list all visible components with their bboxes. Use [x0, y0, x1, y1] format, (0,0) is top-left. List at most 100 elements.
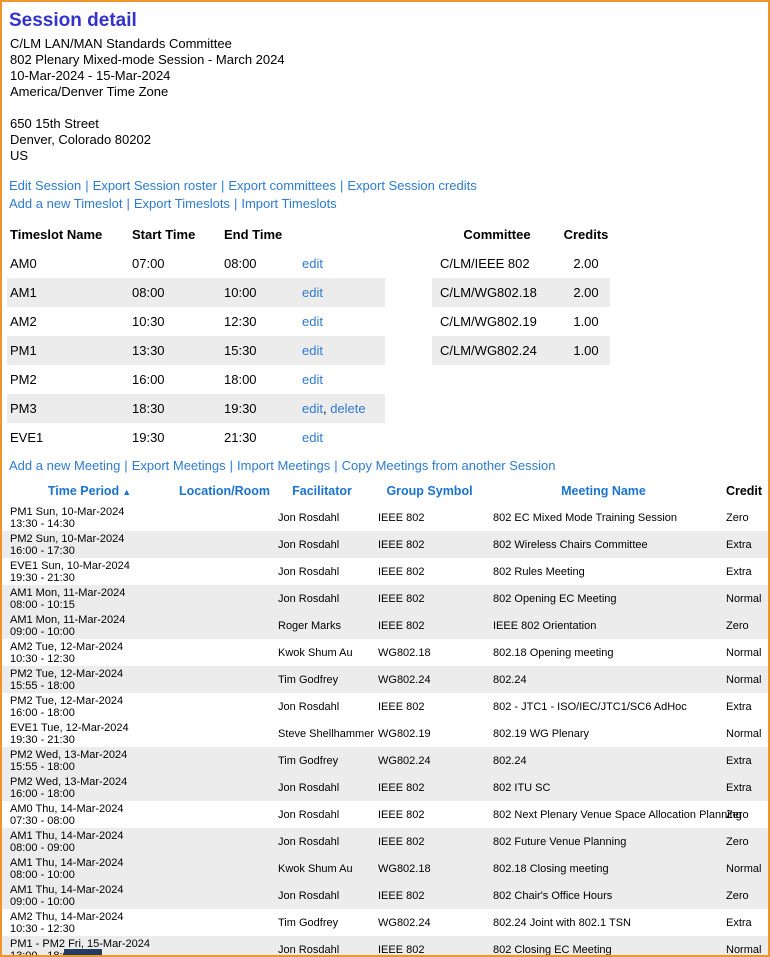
timeslot-actions: Add a new Timeslot | Export Timeslots | Impo…	[9, 195, 768, 213]
edit-timeslot-link[interactable]: edit	[302, 372, 323, 387]
facilitator-sort-header[interactable]: Facilitator	[292, 484, 352, 498]
edit-timeslot-link[interactable]: edit	[302, 343, 323, 358]
time-period-line1: AM1 Mon, 11-Mar-2024	[10, 613, 126, 626]
meeting-location-cell	[177, 585, 272, 612]
address-country-line: US	[10, 148, 29, 163]
meeting-time-period-cell: AM2 Tue, 12-Mar-2024 10:30 - 12:30	[2, 639, 177, 666]
committee-name-cell: C/LM/WG802.19	[440, 314, 537, 329]
meeting-location-cell	[177, 612, 272, 639]
time-period-sort-header[interactable]: Time Period ▲	[2, 478, 177, 504]
meeting-location-cell	[177, 801, 272, 828]
meeting-time-period-cell: AM0 Thu, 14-Mar-2024 07:30 - 08:00	[2, 801, 177, 828]
meeting-time-period-cell: AM1 Thu, 14-Mar-2024 09:00 - 10:00	[2, 882, 177, 909]
timeslot-actions-cell: edit	[299, 278, 385, 307]
import-timeslots-link[interactable]: Import Timeslots	[241, 196, 337, 211]
time-period-line1: EVE1 Sun, 10-Mar-2024	[10, 559, 130, 572]
add-timeslot-link[interactable]: Add a new Timeslot	[9, 196, 123, 211]
timeslot-row: PM2 16:00 18:00 edit	[7, 365, 385, 394]
group-symbol-sort-header[interactable]: Group Symbol	[386, 484, 473, 498]
location-room-sort-header[interactable]: Location/Room	[179, 484, 270, 498]
time-period-line1: AM2 Thu, 14-Mar-2024	[10, 910, 124, 923]
timeslot-name-cell: AM1	[10, 285, 37, 300]
meeting-time-period-cell: PM2 Wed, 13-Mar-2024 16:00 - 18:00	[2, 774, 177, 801]
meeting-row: AM1 Thu, 14-Mar-2024 08:00 - 10:00 Kwok …	[2, 855, 768, 882]
time-period-line2: 09:00 - 10:00	[10, 625, 75, 638]
time-period-line2: 10:30 - 12:30	[10, 652, 75, 665]
meeting-group-symbol-cell: WG802.24	[378, 754, 431, 767]
meeting-name-cell: 802 EC Mixed Mode Training Session	[493, 511, 678, 524]
committee-credits-cell: 2.00	[573, 285, 599, 300]
time-period-line1: PM2 Tue, 12-Mar-2024	[10, 694, 124, 707]
time-period-line1: AM1 Thu, 14-Mar-2024	[10, 856, 124, 869]
meeting-table: Time Period ▲ Location/Room Facilitator G…	[2, 478, 768, 956]
separator: |	[85, 178, 89, 193]
meeting-name-sort-header[interactable]: Meeting Name	[561, 484, 646, 498]
timeslot-end-cell: 18:00	[224, 372, 257, 387]
timeslot-end-cell: 19:30	[224, 401, 257, 416]
meeting-time-period-cell: AM1 Mon, 11-Mar-2024 08:00 - 10:15	[2, 585, 177, 612]
time-period-line1: PM1 Sun, 10-Mar-2024	[10, 505, 125, 518]
meeting-name-cell: 802 Next Plenary Venue Space Allocation …	[493, 808, 742, 821]
separator: |	[229, 458, 234, 473]
committee-row: C/LM/WG802.18 2.00	[432, 278, 610, 307]
meeting-time-period-cell: PM1 - PM2 Fri, 15-Mar-2024 13:00 - 18:00	[2, 936, 177, 956]
meeting-credit-cell: Normal	[726, 943, 762, 956]
time-period-line1: AM2 Tue, 12-Mar-2024	[10, 640, 124, 653]
meeting-credit-cell: Extra	[726, 916, 752, 929]
export-session-credits-link[interactable]: Export Session credits	[347, 178, 477, 193]
meeting-facilitator-cell: Jon Rosdahl	[278, 511, 340, 524]
separator: |	[339, 178, 344, 193]
meeting-group-symbol-cell: IEEE 802	[378, 943, 425, 956]
meeting-facilitator-cell: Steve Shellhammer	[278, 727, 374, 740]
add-meeting-link[interactable]: Add a new Meeting	[9, 458, 121, 473]
timezone-line: America/Denver Time Zone	[10, 84, 169, 99]
meeting-group-symbol-cell: IEEE 802	[378, 538, 425, 551]
edit-session-link[interactable]: Edit Session	[9, 178, 82, 193]
sort-ascending-icon: ▲	[122, 487, 132, 497]
edit-timeslot-link[interactable]: edit	[302, 430, 323, 445]
committee-row: C/LM/IEEE 802 2.00	[432, 249, 610, 278]
export-committees-link[interactable]: Export committees	[228, 178, 336, 193]
committee-credits-cell: 1.00	[573, 314, 599, 329]
meeting-facilitator-cell: Kwok Shum Au	[278, 862, 353, 875]
timeslot-start-cell: 10:30	[132, 314, 165, 329]
edit-timeslot-link[interactable]: edit	[302, 401, 323, 416]
edit-timeslot-link[interactable]: edit	[302, 314, 323, 329]
delete-timeslot-link[interactable]: delete	[330, 401, 366, 416]
timeslot-actions-cell: edit	[299, 365, 385, 394]
timeslot-name-cell: AM0	[10, 256, 37, 271]
meeting-group-symbol-cell: WG802.24	[378, 673, 431, 686]
export-meetings-link[interactable]: Export Meetings	[131, 458, 226, 473]
meeting-time-period-cell: PM2 Sun, 10-Mar-2024 16:00 - 17:30	[2, 531, 177, 558]
committee-row: C/LM/WG802.19 1.00	[432, 307, 610, 336]
timeslot-actions-header	[299, 220, 385, 249]
committee-header-row: Committee Credits	[432, 220, 610, 249]
meeting-facilitator-cell: Jon Rosdahl	[278, 889, 340, 902]
timeslot-start-cell: 13:30	[132, 343, 165, 358]
export-session-roster-link[interactable]: Export Session roster	[92, 178, 217, 193]
separator: |	[220, 178, 225, 193]
session-name-line: 802 Plenary Mixed-mode Session - March 2…	[10, 52, 285, 67]
meeting-credit-cell: Zero	[726, 619, 749, 632]
meeting-group-symbol-cell: IEEE 802	[378, 889, 425, 902]
meeting-group-symbol-cell: IEEE 802	[378, 781, 425, 794]
meeting-name-cell: 802.24 Joint with 802.1 TSN	[493, 916, 631, 929]
meeting-facilitator-cell: Tim Godfrey	[278, 673, 339, 686]
edit-timeslot-link[interactable]: edit	[302, 256, 323, 271]
meeting-time-period-cell: PM2 Tue, 12-Mar-2024 16:00 - 18:00	[2, 693, 177, 720]
browser-status-fragment	[64, 949, 102, 955]
export-timeslots-link[interactable]: Export Timeslots	[133, 196, 230, 211]
address-street-line: 650 15th Street	[10, 116, 99, 131]
timeslot-name-cell: PM3	[10, 401, 37, 416]
timeslot-name-header: Timeslot Name	[10, 227, 103, 242]
timeslot-actions-cell: edit	[299, 249, 385, 278]
import-meetings-link[interactable]: Import Meetings	[237, 458, 331, 473]
copy-meetings-link[interactable]: Copy Meetings from another Session	[341, 458, 556, 473]
meeting-facilitator-cell: Jon Rosdahl	[278, 700, 340, 713]
meeting-location-cell	[177, 936, 272, 955]
time-period-line1: AM1 Thu, 14-Mar-2024	[10, 883, 124, 896]
meeting-credit-cell: Extra	[726, 754, 752, 767]
meeting-time-period-cell: EVE1 Tue, 12-Mar-2024 19:30 - 21:30	[2, 720, 177, 747]
edit-timeslot-link[interactable]: edit	[302, 285, 323, 300]
